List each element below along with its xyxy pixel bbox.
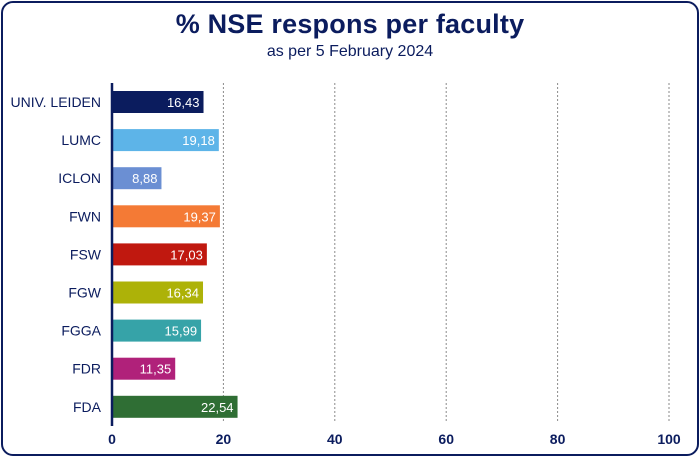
bar-value-label: 19,37: [183, 209, 216, 224]
bar-iclon: [112, 167, 162, 190]
category-label: FGGA: [61, 323, 101, 339]
chart-subtitle: as per 5 February 2024: [266, 43, 434, 60]
category-label: FWN: [69, 208, 101, 224]
bar-value-label: 11,35: [140, 362, 172, 377]
bar-value-label: 19,18: [182, 133, 215, 148]
bar-value-label: 16,43: [167, 95, 200, 110]
bar-value-label: 15,99: [165, 324, 198, 339]
x-tick-label: 100: [657, 431, 681, 447]
bar-fsw: [112, 243, 207, 266]
category-label: FDR: [72, 361, 101, 377]
bar-chart: UNIV. LEIDEN 16,43 LUMC 19,18 ICLON 8,88 FWN 19…: [10, 83, 681, 447]
category-label: FGW: [68, 285, 101, 301]
x-tick-label: 20: [216, 431, 232, 447]
bar-fgw: [112, 281, 204, 304]
bar-value-label: 16,34: [166, 286, 199, 301]
bar-value-label: 17,03: [170, 247, 203, 262]
category-label: ICLON: [58, 170, 101, 186]
bar-fgga: [112, 319, 202, 342]
bar-fwn: [112, 205, 220, 228]
category-label: FDA: [73, 399, 102, 415]
bar-value-label: 22,54: [201, 400, 234, 415]
category-label: UNIV. LEIDEN: [10, 94, 101, 110]
bar-lumc: [112, 129, 219, 152]
bar-fdr: [112, 357, 176, 380]
category-label: LUMC: [61, 132, 101, 148]
x-tick-label: 60: [438, 431, 454, 447]
bar-fda: [112, 395, 238, 418]
category-label: FSW: [70, 246, 102, 262]
x-tick-label: 80: [550, 431, 566, 447]
x-tick-label: 40: [327, 431, 343, 447]
x-tick-label: 0: [108, 431, 116, 447]
bar-value-label: 8,88: [132, 171, 157, 186]
bar-univ-leiden: [112, 91, 204, 113]
chart-title: % NSE respons per faculty: [175, 9, 525, 39]
